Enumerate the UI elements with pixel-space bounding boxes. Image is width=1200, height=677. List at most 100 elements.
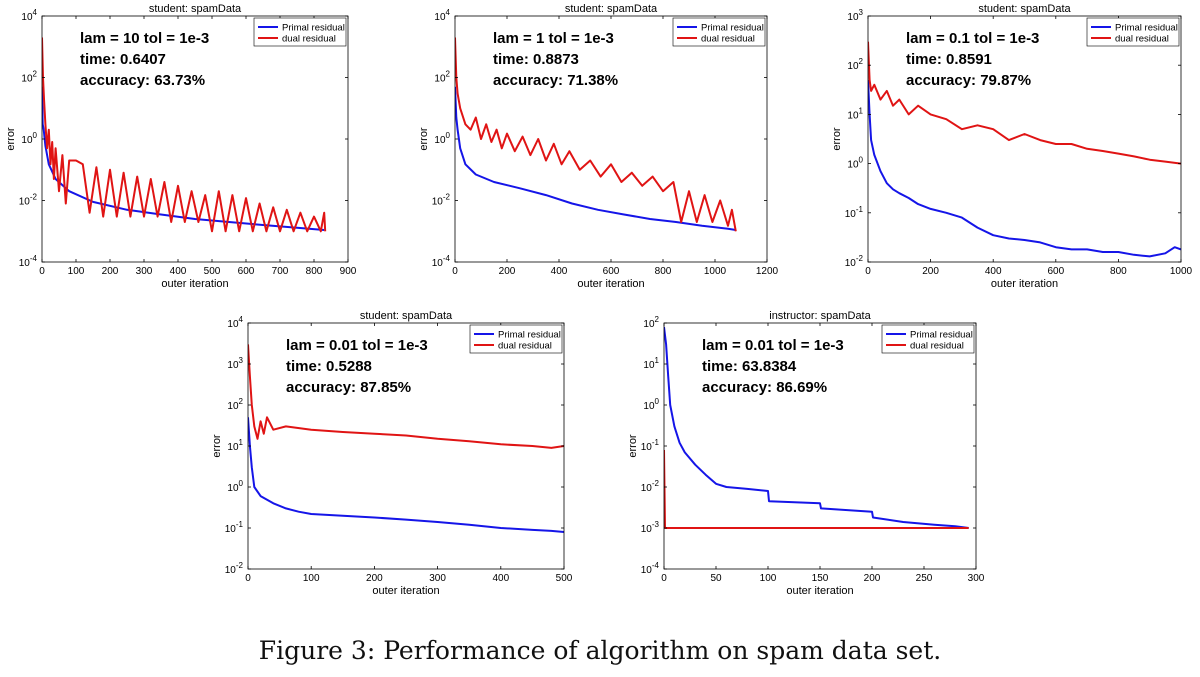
legend-entry: Primal residual (282, 23, 345, 34)
annotation-line: accuracy: 63.73% (80, 72, 205, 89)
x-tick-label: 0 (452, 266, 458, 277)
y-tick-label: 10-2 (19, 193, 38, 208)
y-tick-label: 10-2 (225, 561, 244, 576)
x-tick-label: 150 (812, 573, 829, 584)
annotation-line: lam = 10 tol = 1e-3 (80, 30, 209, 47)
annotation-line: accuracy: 79.87% (906, 72, 1031, 89)
x-tick-label: 300 (136, 266, 153, 277)
y-tick-label: 10-2 (845, 254, 864, 269)
y-tick-label: 101 (643, 356, 659, 371)
annotation-line: time: 0.6407 (80, 51, 166, 68)
annotation-line: lam = 0.01 tol = 1e-3 (702, 337, 844, 354)
annotation-line: accuracy: 71.38% (493, 72, 618, 89)
x-tick-label: 200 (922, 266, 939, 277)
legend-entry: Primal residual (701, 23, 764, 34)
y-tick-label: 10-4 (641, 561, 660, 576)
chart-panel-3: student: spamData 0 200 400 600 800 1000 10-2 10… (831, 3, 1193, 290)
series-line-red (248, 344, 564, 449)
x-axis-label: outer iteration (577, 278, 644, 290)
annotation-line: accuracy: 86.69% (702, 379, 827, 396)
chart-title: student: spamData (360, 310, 453, 322)
legend-entry: dual residual (498, 341, 552, 352)
annotation-line: time: 0.8873 (493, 51, 579, 68)
y-tick-label: 102 (227, 397, 243, 412)
x-tick-label: 800 (655, 266, 672, 277)
x-tick-label: 700 (272, 266, 289, 277)
x-tick-label: 500 (204, 266, 221, 277)
y-tick-label: 100 (227, 479, 243, 494)
figure-caption: Figure 3: Performance of algorithm on sp… (258, 636, 942, 665)
y-tick-label: 103 (847, 8, 863, 23)
annotation-line: lam = 0.01 tol = 1e-3 (286, 337, 428, 354)
chart-title: instructor: spamData (769, 310, 871, 322)
chart-title: student: spamData (565, 3, 658, 15)
x-tick-label: 1000 (1170, 266, 1193, 277)
y-tick-label: 10-3 (641, 520, 660, 535)
x-tick-label: 200 (366, 573, 383, 584)
y-tick-label: 104 (21, 8, 37, 23)
x-tick-label: 1000 (704, 266, 727, 277)
legend-entry: dual residual (1115, 34, 1169, 45)
series-line-blue (664, 326, 969, 529)
annotation-line: lam = 0.1 tol = 1e-3 (906, 30, 1039, 47)
y-tick-label: 10-1 (845, 205, 864, 220)
annotation-line: time: 0.8591 (906, 51, 992, 68)
x-axis-label: outer iteration (372, 585, 439, 597)
y-tick-label: 104 (434, 8, 450, 23)
legend-box (253, 17, 347, 47)
chart-panel-4: student: spamData 0 100 200 300 400 500 10-2 10-… (211, 310, 573, 597)
y-tick-label: 104 (227, 315, 243, 330)
plot-frame (867, 15, 1182, 263)
series-line-blue (455, 86, 736, 231)
y-tick-label: 10-1 (225, 520, 244, 535)
x-axis-label: outer iteration (991, 278, 1058, 290)
x-tick-label: 600 (603, 266, 620, 277)
y-tick-label: 100 (434, 131, 450, 146)
x-axis-label: outer iteration (786, 585, 853, 597)
chart-panel-2: student: spamData 0 200 400 600 800 1000 1200 10… (418, 3, 779, 290)
annotation-line: accuracy: 87.85% (286, 379, 411, 396)
chart-title: student: spamData (149, 3, 242, 15)
y-tick-label: 10-4 (432, 254, 451, 269)
legend-box (881, 324, 975, 354)
legend-entry: dual residual (282, 34, 336, 45)
legend-box (469, 324, 563, 354)
x-tick-label: 800 (1110, 266, 1127, 277)
x-tick-label: 600 (238, 266, 255, 277)
x-tick-label: 300 (968, 573, 985, 584)
annotation-line: lam = 1 tol = 1e-3 (493, 30, 614, 47)
x-tick-label: 0 (245, 573, 251, 584)
x-tick-label: 900 (340, 266, 357, 277)
x-tick-label: 250 (916, 573, 933, 584)
x-tick-label: 50 (710, 573, 722, 584)
y-tick-label: 100 (847, 156, 863, 171)
x-tick-label: 0 (39, 266, 45, 277)
x-tick-label: 400 (985, 266, 1002, 277)
y-tick-label: 102 (434, 70, 450, 85)
series-line-red (664, 449, 969, 529)
x-axis-label: outer iteration (161, 278, 228, 290)
legend-box (1086, 17, 1180, 47)
x-tick-label: 1200 (756, 266, 779, 277)
x-tick-label: 0 (865, 266, 871, 277)
x-tick-label: 100 (68, 266, 85, 277)
chart-title: student: spamData (978, 3, 1071, 15)
x-tick-label: 600 (1047, 266, 1064, 277)
x-tick-label: 100 (760, 573, 777, 584)
y-tick-label: 101 (847, 106, 863, 121)
annotation-line: time: 63.8384 (702, 358, 797, 375)
x-tick-label: 800 (306, 266, 323, 277)
y-tick-label: 102 (847, 57, 863, 72)
legend-entry: Primal residual (1115, 23, 1178, 34)
x-tick-label: 400 (492, 573, 509, 584)
x-tick-label: 200 (499, 266, 516, 277)
x-tick-label: 500 (556, 573, 573, 584)
series-line-red (868, 41, 1181, 165)
series-line-red (455, 37, 737, 232)
annotation-line: time: 0.5288 (286, 358, 372, 375)
